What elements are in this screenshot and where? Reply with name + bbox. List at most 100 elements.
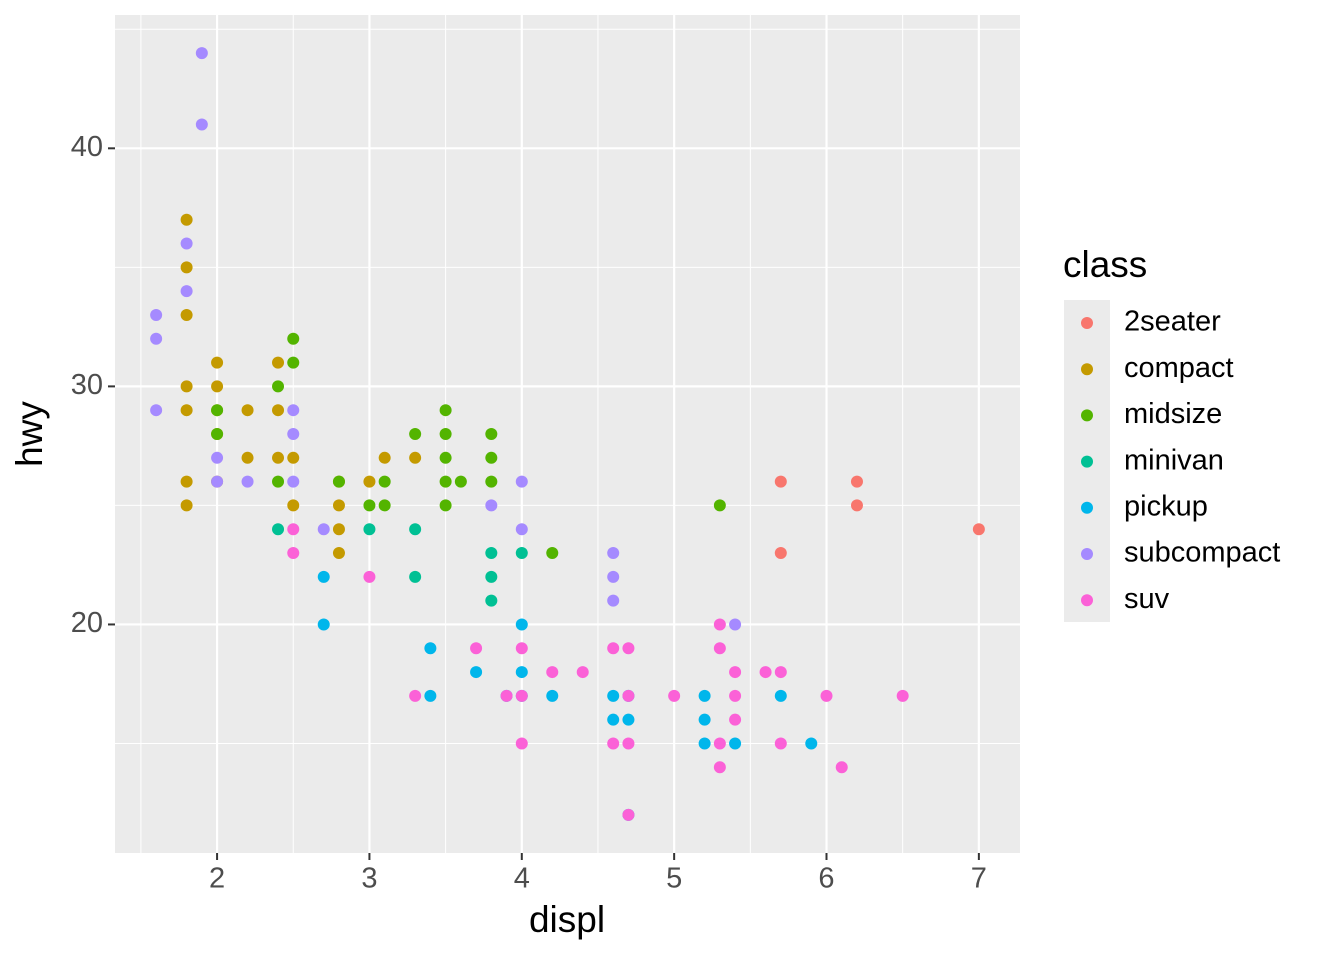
point bbox=[713, 618, 726, 631]
point bbox=[698, 713, 711, 726]
y-tick-label: 40 bbox=[71, 131, 103, 163]
point bbox=[180, 261, 193, 274]
point bbox=[409, 428, 422, 440]
point bbox=[332, 547, 345, 560]
point bbox=[439, 499, 452, 512]
point bbox=[774, 547, 787, 560]
point bbox=[607, 642, 620, 655]
point bbox=[363, 523, 376, 536]
point bbox=[607, 689, 620, 702]
point bbox=[363, 499, 376, 512]
point bbox=[211, 380, 224, 393]
point bbox=[211, 475, 224, 488]
point bbox=[409, 451, 422, 464]
point bbox=[607, 570, 620, 583]
point bbox=[485, 475, 498, 488]
panel bbox=[115, 15, 1020, 853]
point bbox=[211, 356, 224, 369]
point bbox=[576, 666, 589, 679]
point bbox=[317, 523, 330, 536]
point bbox=[729, 713, 742, 726]
point bbox=[363, 570, 376, 583]
point bbox=[180, 237, 193, 250]
point bbox=[470, 642, 483, 655]
point bbox=[515, 547, 528, 560]
point bbox=[546, 547, 559, 560]
legend-label: midsize bbox=[1124, 398, 1222, 430]
point bbox=[515, 642, 528, 655]
point bbox=[713, 499, 726, 512]
point bbox=[485, 594, 498, 607]
point bbox=[485, 570, 498, 583]
point bbox=[485, 499, 498, 512]
point bbox=[150, 404, 163, 417]
point bbox=[287, 547, 300, 560]
point bbox=[180, 475, 193, 488]
point bbox=[287, 332, 300, 345]
point bbox=[272, 451, 285, 464]
point bbox=[515, 618, 528, 631]
legend-label: subcompact bbox=[1124, 537, 1280, 569]
point bbox=[409, 689, 422, 702]
x-tick-label: 3 bbox=[361, 863, 377, 895]
point bbox=[698, 689, 711, 702]
point bbox=[287, 475, 300, 488]
point bbox=[317, 618, 330, 631]
point bbox=[272, 475, 285, 488]
y-tick-label: 20 bbox=[71, 607, 103, 639]
point bbox=[287, 356, 300, 369]
x-tick-label: 7 bbox=[971, 863, 987, 895]
point bbox=[622, 808, 635, 821]
x-tick-label: 2 bbox=[209, 863, 225, 895]
point bbox=[409, 570, 422, 583]
point bbox=[287, 523, 300, 536]
point bbox=[454, 475, 467, 488]
point bbox=[211, 451, 224, 464]
point bbox=[820, 689, 833, 702]
point bbox=[211, 404, 224, 417]
point bbox=[211, 428, 224, 440]
point bbox=[485, 451, 498, 464]
point bbox=[363, 475, 376, 488]
point bbox=[713, 642, 726, 655]
point bbox=[378, 499, 391, 512]
point bbox=[622, 642, 635, 655]
point bbox=[241, 404, 254, 417]
point bbox=[332, 499, 345, 512]
point bbox=[713, 761, 726, 774]
point bbox=[713, 737, 726, 750]
point bbox=[180, 404, 193, 417]
point bbox=[835, 761, 848, 774]
legend-key bbox=[1081, 548, 1093, 560]
point bbox=[439, 451, 452, 464]
point bbox=[622, 713, 635, 726]
legend-label: minivan bbox=[1124, 444, 1224, 476]
point bbox=[546, 689, 559, 702]
point bbox=[332, 523, 345, 536]
point bbox=[607, 547, 620, 560]
point bbox=[195, 47, 208, 60]
x-tick-label: 5 bbox=[666, 863, 682, 895]
point bbox=[972, 523, 985, 536]
point bbox=[607, 713, 620, 726]
point bbox=[515, 737, 528, 750]
x-tick-label: 4 bbox=[514, 863, 530, 895]
point bbox=[272, 523, 285, 536]
point bbox=[287, 499, 300, 512]
point bbox=[515, 523, 528, 536]
point bbox=[409, 523, 422, 536]
point bbox=[180, 308, 193, 321]
point bbox=[332, 475, 345, 488]
point bbox=[272, 380, 285, 393]
point bbox=[272, 356, 285, 369]
point bbox=[470, 666, 483, 679]
point bbox=[607, 594, 620, 607]
point bbox=[485, 547, 498, 560]
point bbox=[287, 428, 300, 440]
point bbox=[180, 285, 193, 298]
point bbox=[287, 451, 300, 464]
point bbox=[850, 475, 863, 488]
point bbox=[241, 451, 254, 464]
point bbox=[317, 570, 330, 583]
